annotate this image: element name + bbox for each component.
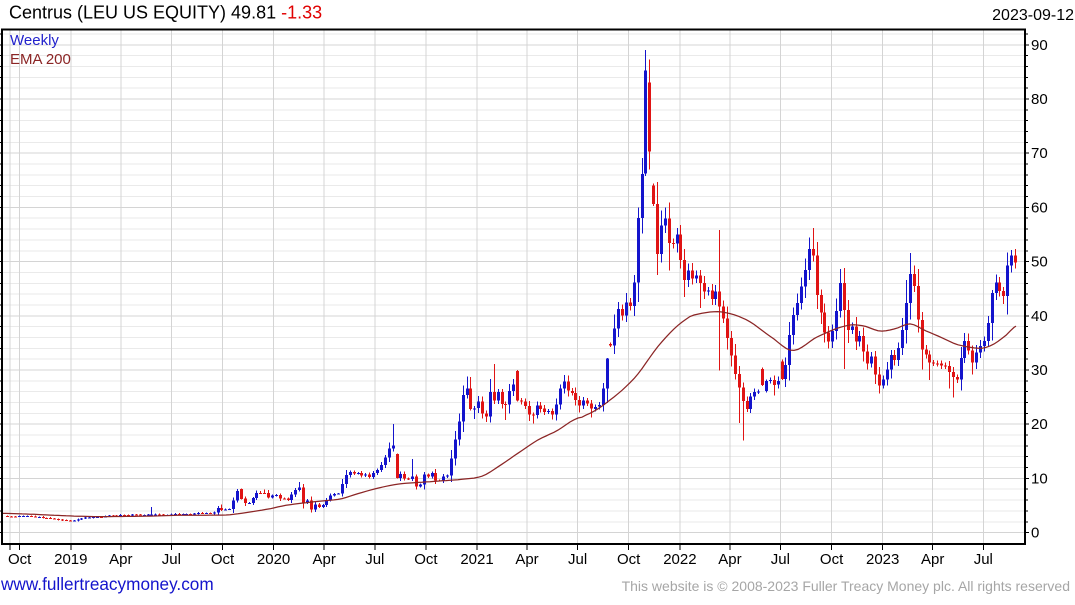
svg-text:Jul: Jul bbox=[568, 551, 587, 568]
svg-text:2023-09-12: 2023-09-12 bbox=[992, 7, 1074, 24]
svg-text:2021: 2021 bbox=[460, 551, 493, 568]
svg-text:Oct: Oct bbox=[820, 551, 844, 568]
svg-text:Apr: Apr bbox=[313, 551, 336, 568]
svg-text:2023: 2023 bbox=[866, 551, 899, 568]
svg-text:This website is © 2008-2023 Fu: This website is © 2008-2023 Fuller Treac… bbox=[622, 578, 1070, 594]
svg-text:EMA 200: EMA 200 bbox=[10, 51, 71, 68]
svg-text:70: 70 bbox=[1031, 145, 1048, 162]
svg-text:Weekly: Weekly bbox=[10, 32, 59, 49]
svg-text:Jul: Jul bbox=[974, 551, 993, 568]
svg-text:Apr: Apr bbox=[921, 551, 944, 568]
svg-text:Apr: Apr bbox=[109, 551, 132, 568]
svg-text:Jul: Jul bbox=[162, 551, 181, 568]
svg-text:Oct: Oct bbox=[8, 551, 32, 568]
svg-text:Oct: Oct bbox=[414, 551, 438, 568]
svg-text:30: 30 bbox=[1031, 362, 1048, 379]
svg-text:0: 0 bbox=[1031, 525, 1039, 542]
svg-text:2020: 2020 bbox=[257, 551, 290, 568]
svg-text:10: 10 bbox=[1031, 470, 1048, 487]
svg-text:20: 20 bbox=[1031, 416, 1048, 433]
svg-text:90: 90 bbox=[1031, 37, 1048, 54]
svg-text:60: 60 bbox=[1031, 199, 1048, 216]
svg-text:Oct: Oct bbox=[211, 551, 235, 568]
svg-text:Jul: Jul bbox=[771, 551, 790, 568]
svg-text:2022: 2022 bbox=[663, 551, 696, 568]
svg-text:www.fullertreacymoney.com: www.fullertreacymoney.com bbox=[0, 574, 214, 594]
svg-text:Oct: Oct bbox=[617, 551, 641, 568]
svg-text:80: 80 bbox=[1031, 91, 1048, 108]
svg-text:40: 40 bbox=[1031, 308, 1048, 325]
svg-text:Apr: Apr bbox=[718, 551, 741, 568]
svg-text:50: 50 bbox=[1031, 254, 1048, 271]
svg-text:Jul: Jul bbox=[365, 551, 384, 568]
svg-text:Centrus (LEU US EQUITY) 49.81: Centrus (LEU US EQUITY) 49.81 -1.33 bbox=[9, 3, 322, 23]
svg-text:2019: 2019 bbox=[54, 551, 87, 568]
svg-text:Apr: Apr bbox=[515, 551, 538, 568]
